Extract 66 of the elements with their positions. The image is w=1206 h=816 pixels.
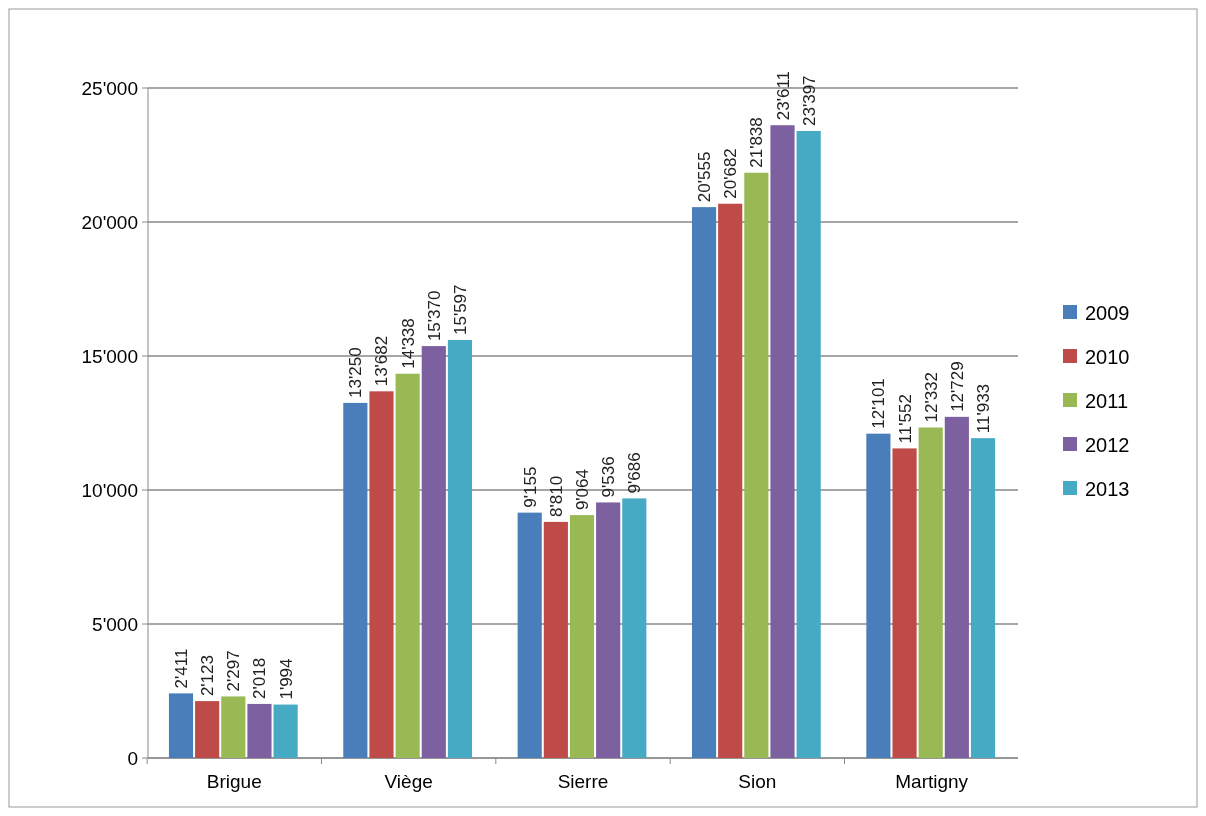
bar: [395, 373, 420, 758]
data-label: 14'338: [398, 318, 418, 369]
data-label: 15'597: [450, 284, 470, 335]
bar: [343, 402, 368, 758]
bar: [596, 502, 621, 758]
bar: [622, 498, 647, 758]
data-label: 12'332: [921, 371, 941, 423]
data-label: 13'682: [372, 335, 392, 387]
y-tick-label: 20'000: [81, 211, 138, 233]
data-label: 9'064: [573, 469, 592, 511]
data-label: 9'686: [625, 452, 645, 494]
bar: [718, 203, 743, 758]
y-tick-label: 25'000: [81, 77, 138, 99]
bar: [221, 696, 246, 758]
y-tick-label: 0: [127, 747, 138, 769]
bar: [195, 701, 220, 758]
data-label: 2'411: [172, 648, 191, 689]
data-label: 1'994: [276, 658, 296, 700]
bar: [796, 130, 821, 758]
bar: [770, 125, 795, 758]
bar: [866, 433, 891, 758]
legend-label: 2013: [1085, 478, 1130, 500]
y-tick-label: 10'000: [81, 479, 138, 501]
data-label: 20'682: [721, 148, 741, 199]
bar: [273, 704, 298, 758]
bar: [944, 416, 969, 758]
legend-label: 2011: [1085, 390, 1129, 412]
bar: [569, 515, 595, 758]
data-label: 13'250: [346, 347, 366, 398]
bar: [970, 438, 996, 758]
data-label: 11'933: [974, 383, 993, 434]
legend-label: 2012: [1085, 434, 1130, 456]
data-label: 20'555: [695, 151, 715, 203]
bar: [918, 427, 943, 758]
y-tick-label: 15'000: [81, 345, 138, 367]
data-label: 12'101: [869, 378, 889, 429]
bar: [168, 693, 194, 758]
data-label: 12'729: [947, 361, 967, 412]
data-label: 23'397: [799, 75, 819, 126]
data-label: 11'552: [895, 394, 915, 444]
data-label: 8'810: [546, 475, 566, 517]
data-label: 21'838: [747, 117, 767, 168]
x-tick-label: Sierre: [557, 771, 609, 792]
bar: [543, 521, 568, 758]
x-tick-label: Martigny: [895, 771, 969, 792]
x-tick-label: Brigue: [206, 771, 262, 792]
bar: [369, 391, 394, 758]
data-label: 2'123: [198, 655, 218, 697]
y-tick-label: 5'000: [92, 613, 138, 635]
legend-label: 2010: [1085, 346, 1130, 368]
x-tick-label: Sion: [738, 771, 777, 792]
data-label: 2'297: [224, 650, 244, 692]
data-label: 23'611: [773, 70, 793, 121]
data-label: 9'155: [520, 466, 540, 508]
bar: [421, 346, 446, 758]
bar: [447, 340, 473, 758]
data-label: 15'370: [424, 290, 444, 342]
data-label: 2'018: [250, 657, 270, 699]
bar: [247, 703, 272, 758]
bar: [892, 448, 917, 758]
bar: [691, 207, 717, 758]
legend-label: 2009: [1085, 302, 1130, 324]
data-label: 9'536: [599, 456, 619, 498]
x-tick-label: Viège: [384, 771, 433, 792]
bar: [744, 172, 769, 758]
bar: [517, 512, 542, 758]
